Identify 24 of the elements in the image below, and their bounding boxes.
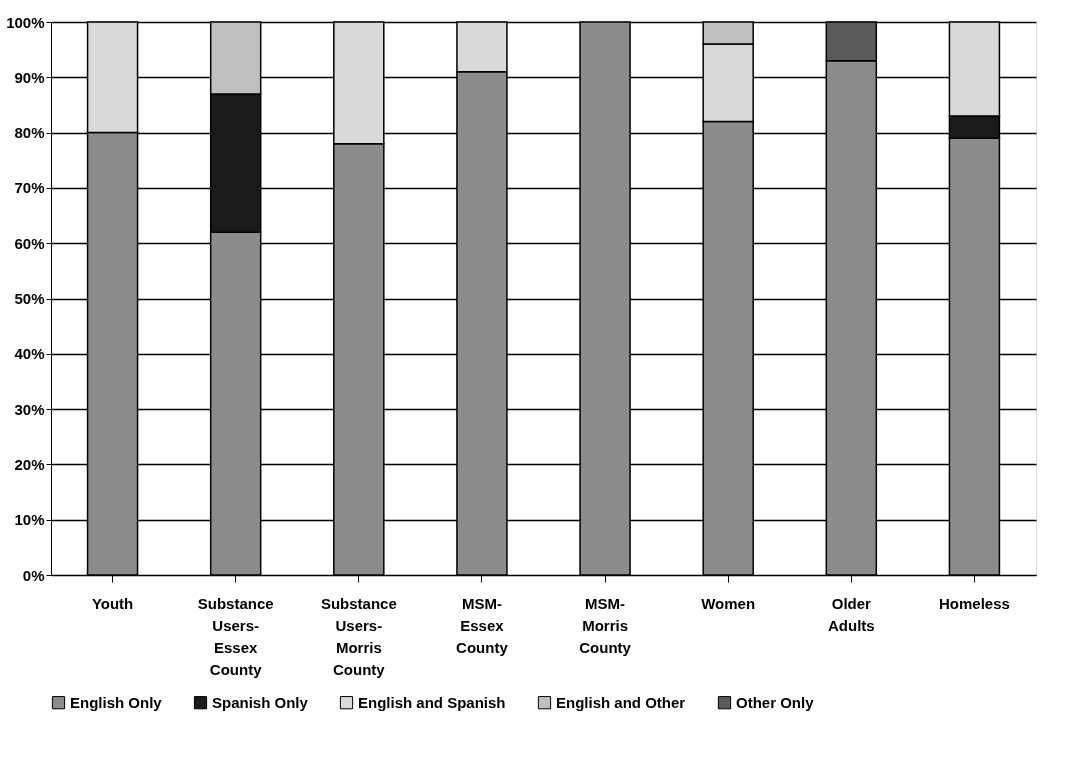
y-tick-label: 10% (14, 511, 45, 529)
legend-label: Spanish Only (212, 693, 309, 711)
x-tick-label: Substance Users-Essex County (197, 594, 274, 678)
x-tick-label: Youth (91, 594, 134, 612)
x-tick-label: Homeless (939, 594, 1010, 612)
y-tick-label: 20% (14, 455, 45, 473)
y-tick-label: 30% (14, 400, 45, 418)
x-tick-label: Women (701, 594, 756, 612)
x-tick-label: Substance Users-Morris County (320, 594, 397, 678)
x-tick-label: MSM-Morris County (579, 594, 632, 656)
legend-label: English Only (70, 693, 163, 711)
y-tick-label: 70% (14, 179, 45, 197)
y-tick-label: 50% (14, 290, 45, 307)
y-tick-label: 100% (6, 13, 45, 31)
y-tick-label: 60% (14, 234, 45, 252)
y-tick-label: 80% (14, 124, 45, 142)
y-tick-label: 90% (14, 68, 45, 86)
y-tick-label: 0% (22, 566, 45, 584)
legend-label: English and Spanish (358, 693, 506, 711)
x-tick-label: Older Adults (827, 594, 875, 634)
legend-label: Other Only (736, 693, 815, 711)
legend-label: English and Other (556, 693, 686, 711)
y-tick-label: 40% (14, 345, 45, 363)
x-tick-label: MSM-Essex County (456, 594, 509, 656)
